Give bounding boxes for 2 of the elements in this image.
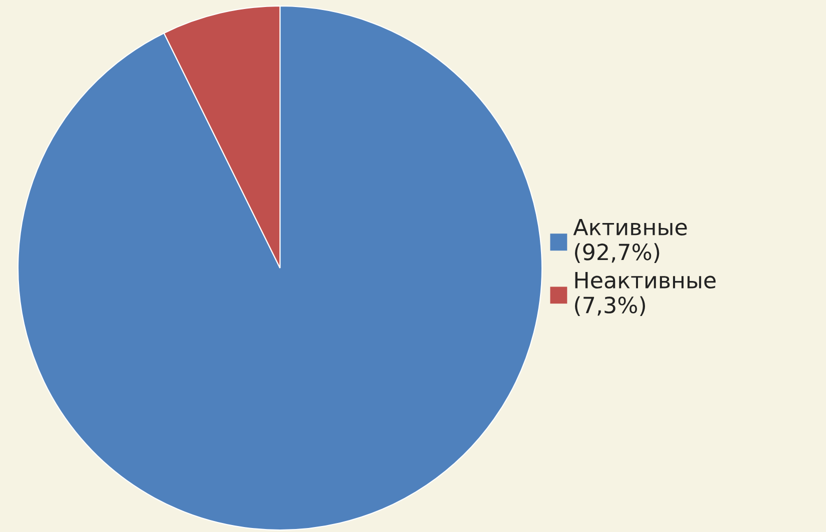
legend-label: Активные (92,7%) xyxy=(573,218,687,263)
legend-label: Неактивные (7,3%) xyxy=(575,272,716,316)
